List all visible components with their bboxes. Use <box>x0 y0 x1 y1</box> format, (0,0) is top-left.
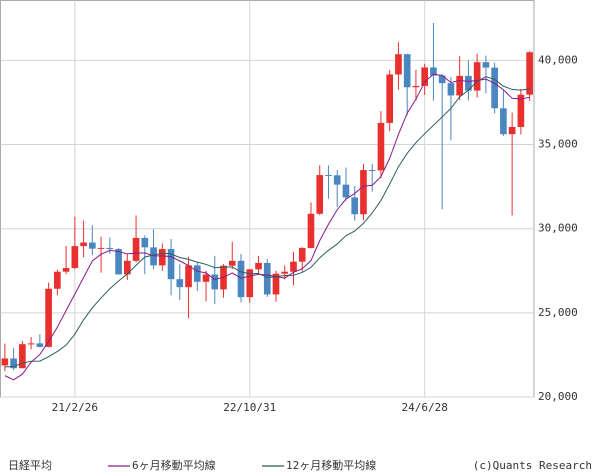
y-tick-label: 20,000 <box>538 390 578 403</box>
candle-body <box>106 247 114 250</box>
candle-body <box>438 75 446 84</box>
candle-body <box>526 52 533 95</box>
candle-body <box>185 265 192 288</box>
y-tick-label: 40,000 <box>538 53 578 66</box>
candle-body <box>412 85 420 88</box>
candle-body <box>211 274 219 290</box>
candle-body <box>255 262 262 270</box>
candle-body <box>368 170 376 172</box>
candle-body <box>176 279 184 288</box>
candle-body <box>71 246 79 269</box>
x-tick-label: 21/2/26 <box>52 401 98 414</box>
legend-label: 日経平均 <box>8 459 52 472</box>
candle-body <box>465 75 472 91</box>
x-tick-label: 24/6/28 <box>401 401 447 414</box>
candle-body <box>54 271 61 289</box>
candle-body <box>150 247 157 266</box>
candle-body <box>403 54 411 88</box>
legend-label: 6ヶ月移動平均線 <box>132 458 216 472</box>
candle-body <box>167 249 175 280</box>
candle-body <box>430 67 437 76</box>
candle-body <box>508 126 516 135</box>
candle-body <box>1 358 9 366</box>
candle-body <box>272 273 280 295</box>
candle-body <box>27 343 35 345</box>
candle-body <box>447 83 455 96</box>
candle-body <box>386 74 394 123</box>
candle-body <box>45 288 52 347</box>
y-tick-label: 30,000 <box>538 222 578 235</box>
candle-body <box>19 344 26 369</box>
candle-body <box>360 170 367 215</box>
candle-body <box>228 260 236 266</box>
candle-body <box>298 247 306 262</box>
candle-body <box>141 237 149 248</box>
candle-body <box>517 94 525 127</box>
candle-body <box>395 54 402 75</box>
candle-body <box>36 343 44 347</box>
y-tick-label: 35,000 <box>538 138 578 151</box>
candle-body <box>62 268 70 272</box>
candle-body <box>202 274 210 282</box>
y-tick-label: 25,000 <box>538 306 578 319</box>
candle-body <box>325 175 332 177</box>
candle-body <box>97 247 105 249</box>
candle-body <box>421 67 428 86</box>
candle-body <box>123 260 131 275</box>
candle-body <box>246 269 254 298</box>
credit: (c)Quants Research <box>473 459 592 472</box>
candle-body <box>158 249 166 266</box>
legend-label: 12ヶ月移動平均線 <box>286 458 376 472</box>
candle-body <box>132 237 140 261</box>
x-tick-label: 22/10/31 <box>223 401 276 414</box>
candle-body <box>342 184 350 198</box>
candle-body <box>281 271 289 274</box>
candle-body <box>351 197 359 215</box>
candle-body <box>237 260 245 298</box>
candle-body <box>491 67 498 109</box>
candle-body <box>89 242 96 249</box>
candle-body <box>307 213 315 248</box>
moving-average-line <box>4 73 530 381</box>
candle-body <box>10 358 17 369</box>
candle-body <box>473 62 481 91</box>
moving-average-line <box>4 76 530 368</box>
candle-body <box>377 122 385 171</box>
candle-body <box>333 175 341 185</box>
candle-body <box>482 62 490 68</box>
candle-body <box>500 108 507 135</box>
candle-body <box>193 265 201 282</box>
candle-body <box>263 262 271 295</box>
candle-body <box>316 175 324 214</box>
candle-body <box>290 261 297 272</box>
candle-body <box>115 249 122 275</box>
candle-body <box>80 242 87 247</box>
candle-body <box>456 75 463 96</box>
